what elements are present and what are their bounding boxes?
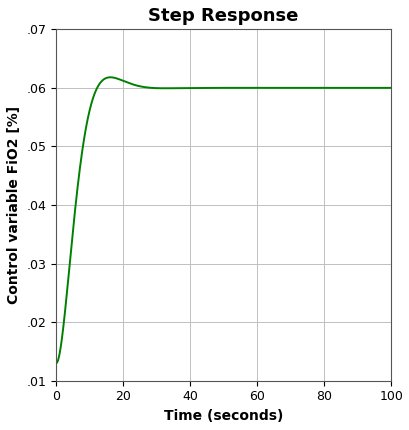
Y-axis label: Control variable FiO2 [%]: Control variable FiO2 [%] [7,106,21,304]
Title: Step Response: Step Response [148,7,298,25]
X-axis label: Time (seconds): Time (seconds) [164,409,283,423]
